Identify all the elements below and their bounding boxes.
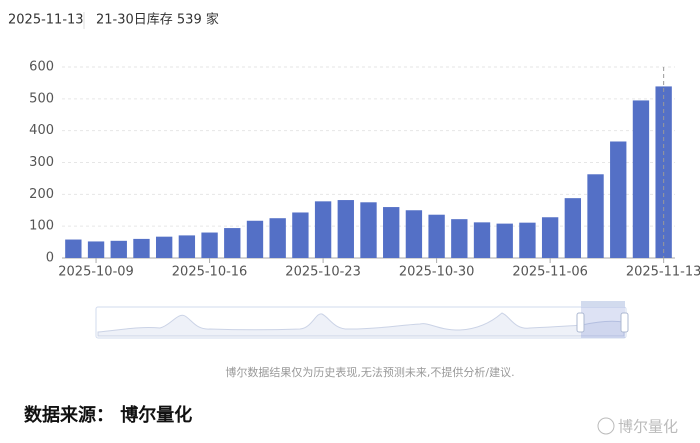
y-tick-label: 0 <box>46 251 54 266</box>
y-tick-label: 500 <box>29 91 54 106</box>
bar <box>292 212 309 258</box>
bar <box>269 218 286 258</box>
bar <box>541 217 559 258</box>
bar <box>133 238 150 258</box>
slider-move-handle[interactable] <box>581 301 625 307</box>
watermark: 博尔量化 <box>618 418 678 436</box>
y-tick-label: 200 <box>29 187 54 202</box>
bar <box>360 202 377 258</box>
bar <box>519 222 536 258</box>
bar <box>178 235 196 258</box>
bar <box>337 200 354 258</box>
y-tick-label: 100 <box>29 219 54 234</box>
header-date: 2025-11-13 <box>8 13 84 28</box>
y-tick-label: 600 <box>29 60 54 75</box>
bar <box>201 232 218 258</box>
bar <box>451 219 468 258</box>
watermark-icon <box>597 417 615 435</box>
slider-handle[interactable] <box>620 312 629 333</box>
x-tick-label: 2025-11-06 <box>512 265 588 280</box>
source: 数据来源： 博尔量化 <box>24 404 192 426</box>
x-tick-label: 2025-10-09 <box>58 265 134 280</box>
bar <box>587 174 604 258</box>
zoom-slider[interactable] <box>95 301 629 339</box>
bar <box>428 214 445 258</box>
y-tick-label: 300 <box>29 155 54 170</box>
bar <box>405 210 423 258</box>
bar <box>496 223 513 258</box>
bar <box>110 240 127 258</box>
bar <box>155 236 173 258</box>
disclaimer: 博尔数据结果仅为历史表现,无法预测未来,不提供分析/建议. <box>225 365 514 379</box>
bar <box>473 222 491 258</box>
bar <box>224 228 241 258</box>
slider-shadow <box>97 312 625 337</box>
bar <box>314 201 332 258</box>
bar <box>564 198 582 258</box>
x-tick-label: 2025-10-23 <box>285 265 361 280</box>
slider-handle[interactable] <box>576 312 585 333</box>
bar <box>246 220 264 258</box>
bar <box>632 100 650 258</box>
header-summary: 21-30日库存 539 家 <box>96 12 219 28</box>
x-tick-label: 2025-10-30 <box>399 265 475 280</box>
x-tick-label: 2025-11-13 <box>626 265 700 280</box>
y-tick-label: 400 <box>29 123 54 138</box>
bar <box>610 141 627 258</box>
slider-window <box>581 307 625 338</box>
bar <box>65 239 82 258</box>
bar <box>87 241 105 258</box>
x-tick-label: 2025-10-16 <box>172 265 248 280</box>
bar <box>383 207 400 258</box>
